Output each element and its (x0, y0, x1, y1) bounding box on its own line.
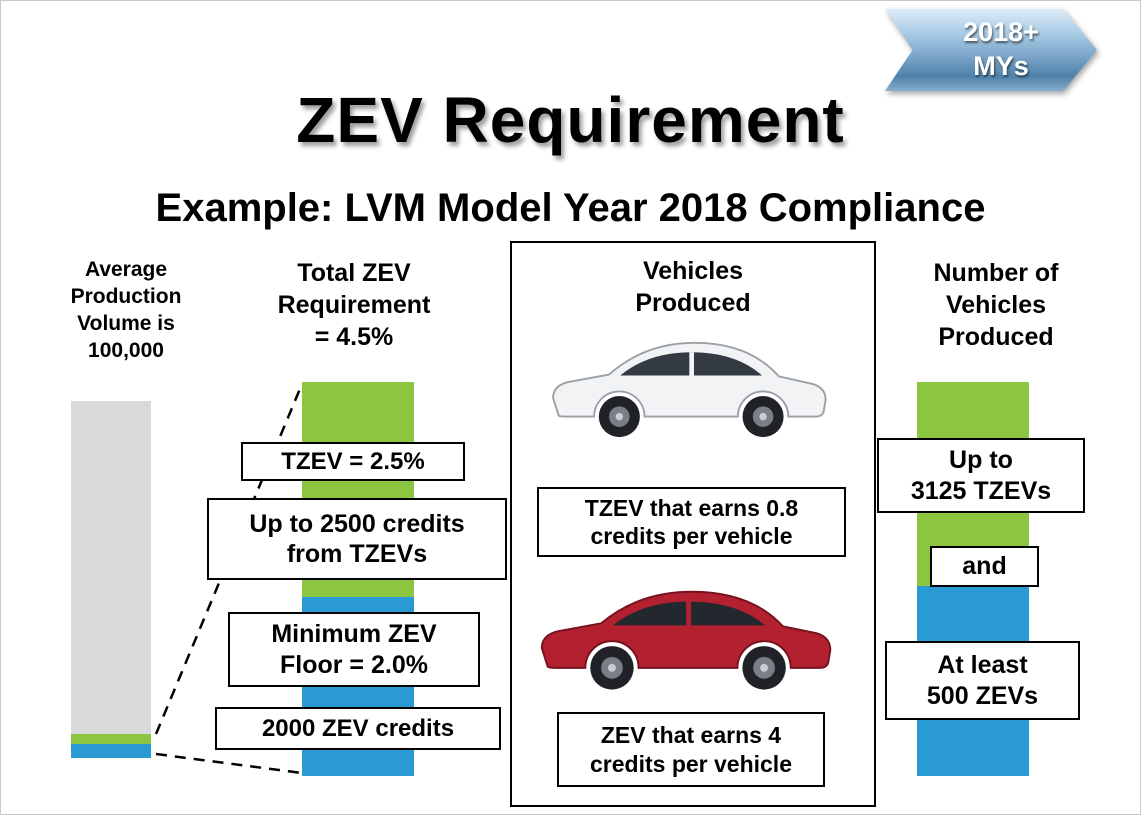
tzevs-count-box: Up to 3125 TZEVs (877, 438, 1085, 513)
requirement-label: Total ZEV Requirement = 4.5% (277, 259, 431, 351)
production-volume-label: Average Production Volume is 100,000 (70, 258, 182, 362)
dashed-line-bottom (155, 752, 303, 775)
model-year-badge: 2018+ MYs (885, 9, 1097, 91)
zev-floor-box: Minimum ZEV Floor = 2.0% (228, 612, 480, 687)
slide-subtitle: Example: LVM Model Year 2018 Compliance (155, 186, 986, 230)
tzev-segment (71, 734, 151, 744)
and-box: and (930, 546, 1039, 587)
tzev-percent-box: TZEV = 2.5% (241, 442, 465, 481)
slide-title: ZEV Requirement (296, 84, 845, 156)
produced-label: Number of Vehicles Produced (933, 259, 1059, 351)
chevron-banner-shape: 2018+ MYs (885, 9, 1097, 91)
vehicles-header: Vehicles Produced (635, 257, 751, 317)
zev-note-box: ZEV that earns 4 credits per vehicle (557, 712, 825, 787)
zev-vehicle-image (540, 590, 832, 690)
zev-segment (71, 744, 151, 758)
zevs-count-box: At least 500 ZEVs (885, 641, 1080, 720)
production-volume-bar (71, 401, 151, 758)
non-zev-segment (71, 401, 151, 734)
model-year-badge-label: 2018+ MYs (963, 17, 1039, 81)
tzev-note-box: TZEV that earns 0.8 credits per vehicle (537, 487, 846, 557)
tzev-vehicle-image (552, 341, 827, 438)
tzev-credits-box: Up to 2500 credits from TZEVs (207, 498, 507, 580)
zev-credits-box: 2000 ZEV credits (215, 707, 501, 750)
